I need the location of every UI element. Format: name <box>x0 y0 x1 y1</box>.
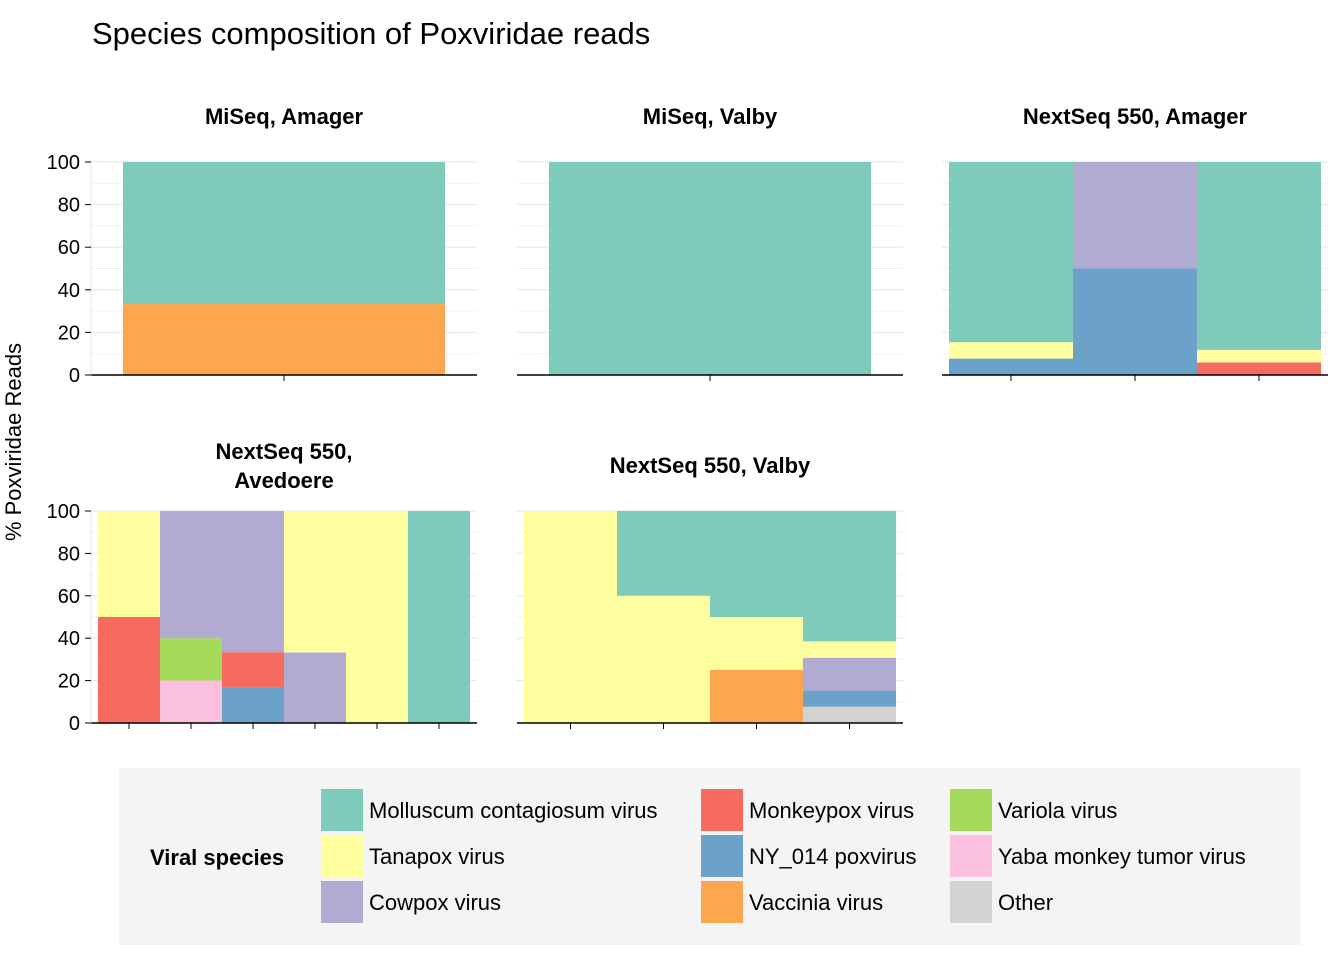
bar-segment-molluscum-contagiosum-virus <box>803 511 896 642</box>
facet-nextseq-550-valby: NextSeq 550, Valby <box>517 453 903 729</box>
legend-swatch <box>701 881 743 923</box>
y-tick-label: 80 <box>58 195 80 217</box>
legend-label: Other <box>998 890 1053 915</box>
legend-swatch <box>950 881 992 923</box>
facet-miseq-amager: MiSeq, Amager 0 20 40 60 80 100 <box>47 104 477 387</box>
bar-segment-cowpox-virus <box>1073 162 1197 269</box>
bar-segment-molluscum-contagiosum-virus <box>1197 162 1321 350</box>
bar-segment-tanapox-virus <box>710 617 803 670</box>
legend-entry-monkeypox-virus: Monkeypox virus <box>701 789 914 831</box>
bar-segment-tanapox-virus <box>524 511 617 723</box>
legend-entry-ny-014-poxvirus: NY_014 poxvirus <box>701 835 917 877</box>
bar-segment-monkeypox-virus <box>98 617 160 723</box>
y-tick-label: 20 <box>58 671 80 693</box>
bars <box>98 511 470 723</box>
legend-entry-vaccinia-virus: Vaccinia virus <box>701 881 883 923</box>
bars <box>949 162 1321 375</box>
legend-swatch <box>701 835 743 877</box>
legend-label: Cowpox virus <box>369 890 501 915</box>
y-tick-label: 60 <box>58 586 80 608</box>
bar-segment-variola-virus <box>160 638 222 681</box>
legend-label: Tanapox virus <box>369 844 505 869</box>
y-tick-label: 0 <box>69 713 80 735</box>
legend-swatch <box>950 835 992 877</box>
bar-segment-molluscum-contagiosum-virus <box>549 162 871 375</box>
bar-segment-tanapox-virus <box>346 511 408 723</box>
bar-segment-molluscum-contagiosum-virus <box>710 511 803 617</box>
legend-swatch <box>950 789 992 831</box>
legend-label: NY_014 poxvirus <box>749 844 917 869</box>
bars <box>123 162 445 375</box>
legend-label: Variola virus <box>998 798 1117 823</box>
y-axis-title: % Poxviridae Reads <box>1 343 26 541</box>
bar-segment-molluscum-contagiosum-virus <box>617 511 710 596</box>
legend-swatch <box>321 835 363 877</box>
bar-segment-monkeypox-virus <box>1197 362 1321 375</box>
bar-segment-tanapox-virus <box>284 511 346 653</box>
facet-nextseq-550-avedoere: NextSeq 550, Avedoere 0 20 40 60 80 100 <box>47 439 477 735</box>
legend-swatch <box>321 789 363 831</box>
bar-segment-ny-014-poxvirus <box>222 687 284 723</box>
bar-segment-ny-014-poxvirus <box>803 690 896 707</box>
y-tick-label: 80 <box>58 543 80 565</box>
legend-title: Viral species <box>150 845 284 870</box>
bar-segment-vaccinia-virus <box>710 670 803 723</box>
legend-entries: Molluscum contagiosum virus Tanapox virus… <box>321 789 1246 923</box>
bar-segment-yaba-monkey-tumor-virus <box>160 680 222 723</box>
facet-title: NextSeq 550, Valby <box>610 453 811 478</box>
facet-miseq-valby: MiSeq, Valby <box>517 104 903 381</box>
legend-label: Yaba monkey tumor virus <box>998 844 1246 869</box>
legend-entry-molluscum-contagiosum-virus: Molluscum contagiosum virus <box>321 789 658 831</box>
legend-label: Molluscum contagiosum virus <box>369 798 658 823</box>
bars <box>549 162 871 375</box>
y-tick-label: 20 <box>58 322 80 344</box>
bar-segment-cowpox-virus <box>222 511 284 653</box>
y-tick-label: 0 <box>69 365 80 387</box>
bar-segment-tanapox-virus <box>98 511 160 617</box>
bar-segment-tanapox-virus <box>1197 349 1321 363</box>
legend-entry-yaba-monkey-tumor-virus: Yaba monkey tumor virus <box>950 835 1246 877</box>
bar-segment-ny-014-poxvirus <box>1073 268 1197 375</box>
facet-title: NextSeq 550, Amager <box>1023 104 1248 129</box>
bar-segment-tanapox-virus <box>949 342 1073 359</box>
legend-label: Monkeypox virus <box>749 798 914 823</box>
bar-segment-monkeypox-virus <box>222 652 284 688</box>
facet-title: MiSeq, Amager <box>205 104 364 129</box>
bar-segment-cowpox-virus <box>803 657 896 691</box>
legend-label: Vaccinia virus <box>749 890 883 915</box>
bar-segment-cowpox-virus <box>284 652 346 723</box>
bars <box>524 511 896 723</box>
bar-segment-vaccinia-virus <box>123 304 445 375</box>
bar-segment-molluscum-contagiosum-virus <box>949 162 1073 343</box>
chart-title: Species composition of Poxviridae reads <box>92 16 650 51</box>
bar-segment-molluscum-contagiosum-virus <box>408 511 470 723</box>
bar-segment-other <box>803 706 896 723</box>
bar-segment-tanapox-virus <box>803 641 896 658</box>
y-tick-label: 40 <box>58 280 80 302</box>
legend-entry-other: Other <box>950 881 1053 923</box>
legend-entry-variola-virus: Variola virus <box>950 789 1117 831</box>
y-tick-label: 100 <box>47 152 80 174</box>
legend: Viral species Molluscum contagiosum viru… <box>119 768 1301 945</box>
bar-segment-molluscum-contagiosum-virus <box>123 162 445 305</box>
legend-swatch <box>321 881 363 923</box>
legend-swatch <box>701 789 743 831</box>
facet-title: NextSeq 550, Avedoere <box>216 439 353 493</box>
bar-segment-ny-014-poxvirus <box>949 358 1073 375</box>
facet-title: MiSeq, Valby <box>643 104 778 129</box>
y-tick-label: 40 <box>58 628 80 650</box>
legend-entry-cowpox-virus: Cowpox virus <box>321 881 501 923</box>
legend-entry-tanapox-virus: Tanapox virus <box>321 835 505 877</box>
y-tick-label: 100 <box>47 501 80 523</box>
bar-segment-cowpox-virus <box>160 511 222 639</box>
bar-segment-tanapox-virus <box>617 595 710 723</box>
y-tick-label: 60 <box>58 237 80 259</box>
facet-nextseq-550-amager: NextSeq 550, Amager <box>942 104 1328 381</box>
facet-panels: MiSeq, Amager 0 20 40 60 80 100 MiSeq, Valby Nex… <box>47 104 1328 735</box>
